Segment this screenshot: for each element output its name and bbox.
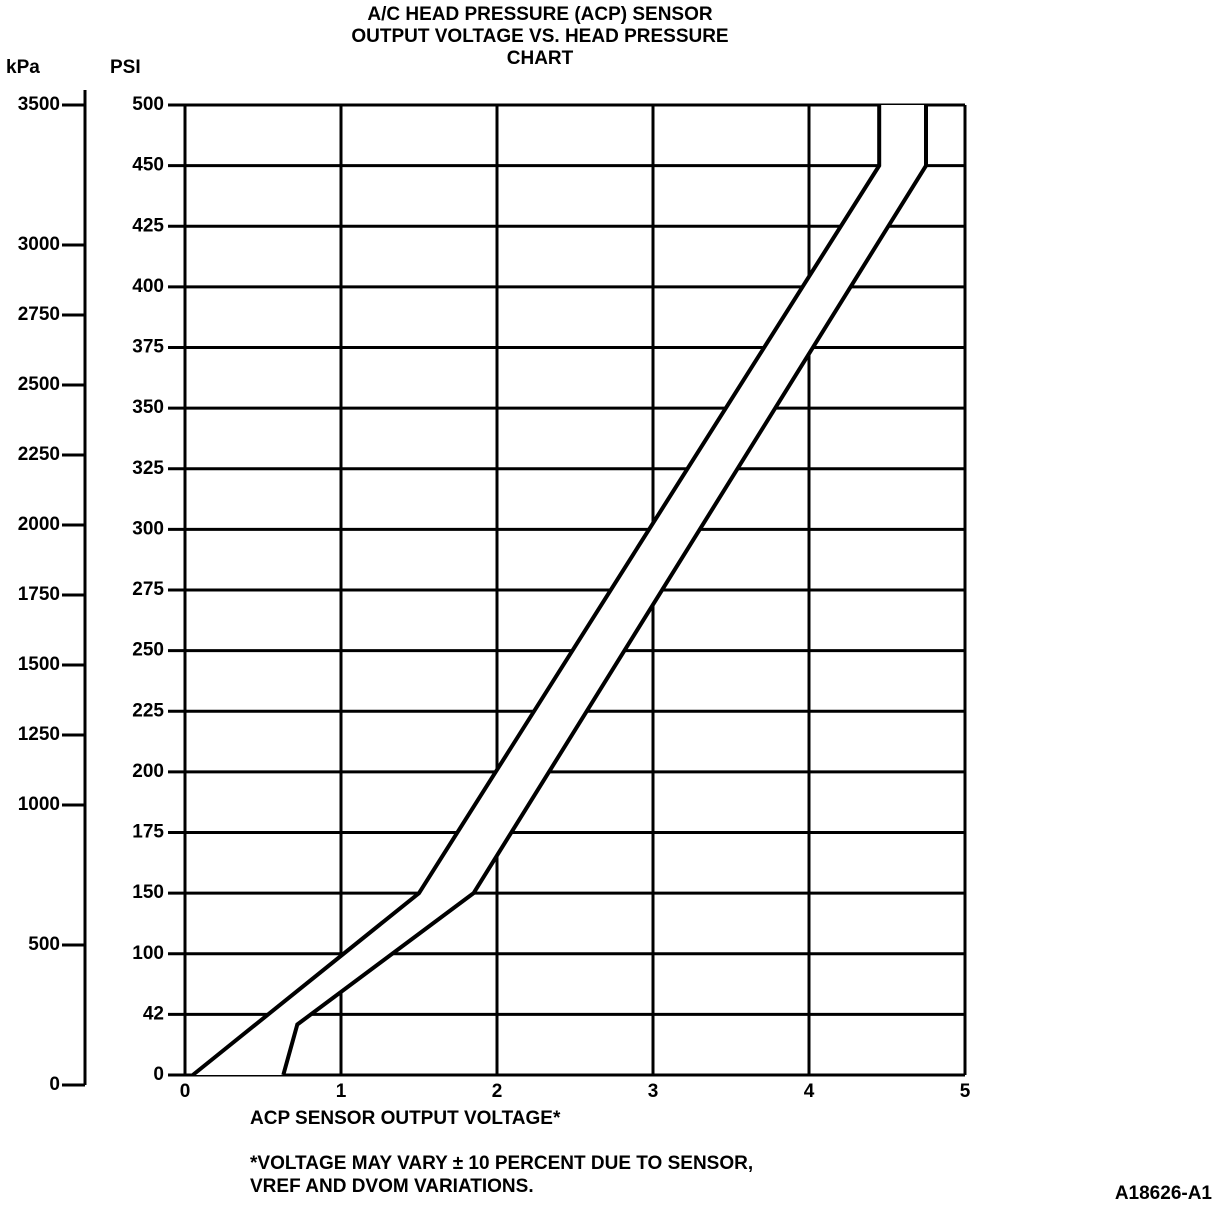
y-tick-label: 250	[132, 640, 164, 661]
y-tick-label: 200	[132, 761, 164, 782]
x-tick-label: 1	[336, 1081, 347, 1102]
y2-tick-label: 1500	[18, 654, 60, 675]
x-tick-label: 5	[960, 1081, 971, 1102]
band-edge	[191, 105, 882, 1077]
x-axis-title: ACP SENSOR OUTPUT VOLTAGE*	[250, 1108, 561, 1129]
y-tick-label: 42	[143, 1003, 164, 1024]
y-tick-label: 450	[132, 155, 164, 176]
figure-id: A18626-A1	[1115, 1183, 1213, 1204]
y-axis-title: PSI	[110, 57, 141, 78]
y2-tick-label: 2250	[18, 444, 60, 465]
y-tick-label: 325	[132, 458, 164, 479]
y2-tick-label: 3500	[18, 94, 60, 115]
footnote: VREF AND DVOM VARIATIONS.	[250, 1176, 534, 1197]
y-tick-label: 375	[132, 337, 164, 358]
y2-tick-label: 1750	[18, 584, 60, 605]
y-tick-label: 225	[132, 700, 164, 721]
y2-tick-label: 2500	[18, 374, 60, 395]
y-tick-label: 175	[132, 822, 164, 843]
y2-tick-label: 2000	[18, 514, 60, 535]
y-tick-label: 275	[132, 579, 164, 600]
x-tick-label: 2	[492, 1081, 503, 1102]
x-tick-label: 0	[180, 1081, 191, 1102]
chart-title: CHART	[507, 48, 574, 69]
y-tick-label: 425	[132, 215, 164, 236]
y2-tick-label: 3000	[18, 234, 60, 255]
y2-tick-label: 2750	[18, 304, 60, 325]
y2-tick-label: 1250	[18, 724, 60, 745]
y2-axis-title: kPa	[6, 57, 40, 78]
x-tick-label: 4	[804, 1081, 815, 1102]
y-tick-label: 350	[132, 397, 164, 418]
y-tick-label: 100	[132, 943, 164, 964]
y2-tick-label: 1000	[18, 794, 60, 815]
y-tick-label: 400	[132, 276, 164, 297]
chart-title: A/C HEAD PRESSURE (ACP) SENSOR	[367, 4, 712, 25]
y-tick-label: 300	[132, 518, 164, 539]
y-tick-label: 500	[132, 94, 164, 115]
band-edge	[281, 105, 928, 1076]
footnote: *VOLTAGE MAY VARY ± 10 PERCENT DUE TO SE…	[250, 1153, 753, 1174]
x-tick-label: 3	[648, 1081, 659, 1102]
y-tick-label: 0	[153, 1064, 164, 1085]
y2-tick-label: 0	[49, 1074, 60, 1095]
chart-title: OUTPUT VOLTAGE VS. HEAD PRESSURE	[351, 26, 728, 47]
y-tick-label: 150	[132, 882, 164, 903]
y2-tick-label: 500	[28, 934, 60, 955]
